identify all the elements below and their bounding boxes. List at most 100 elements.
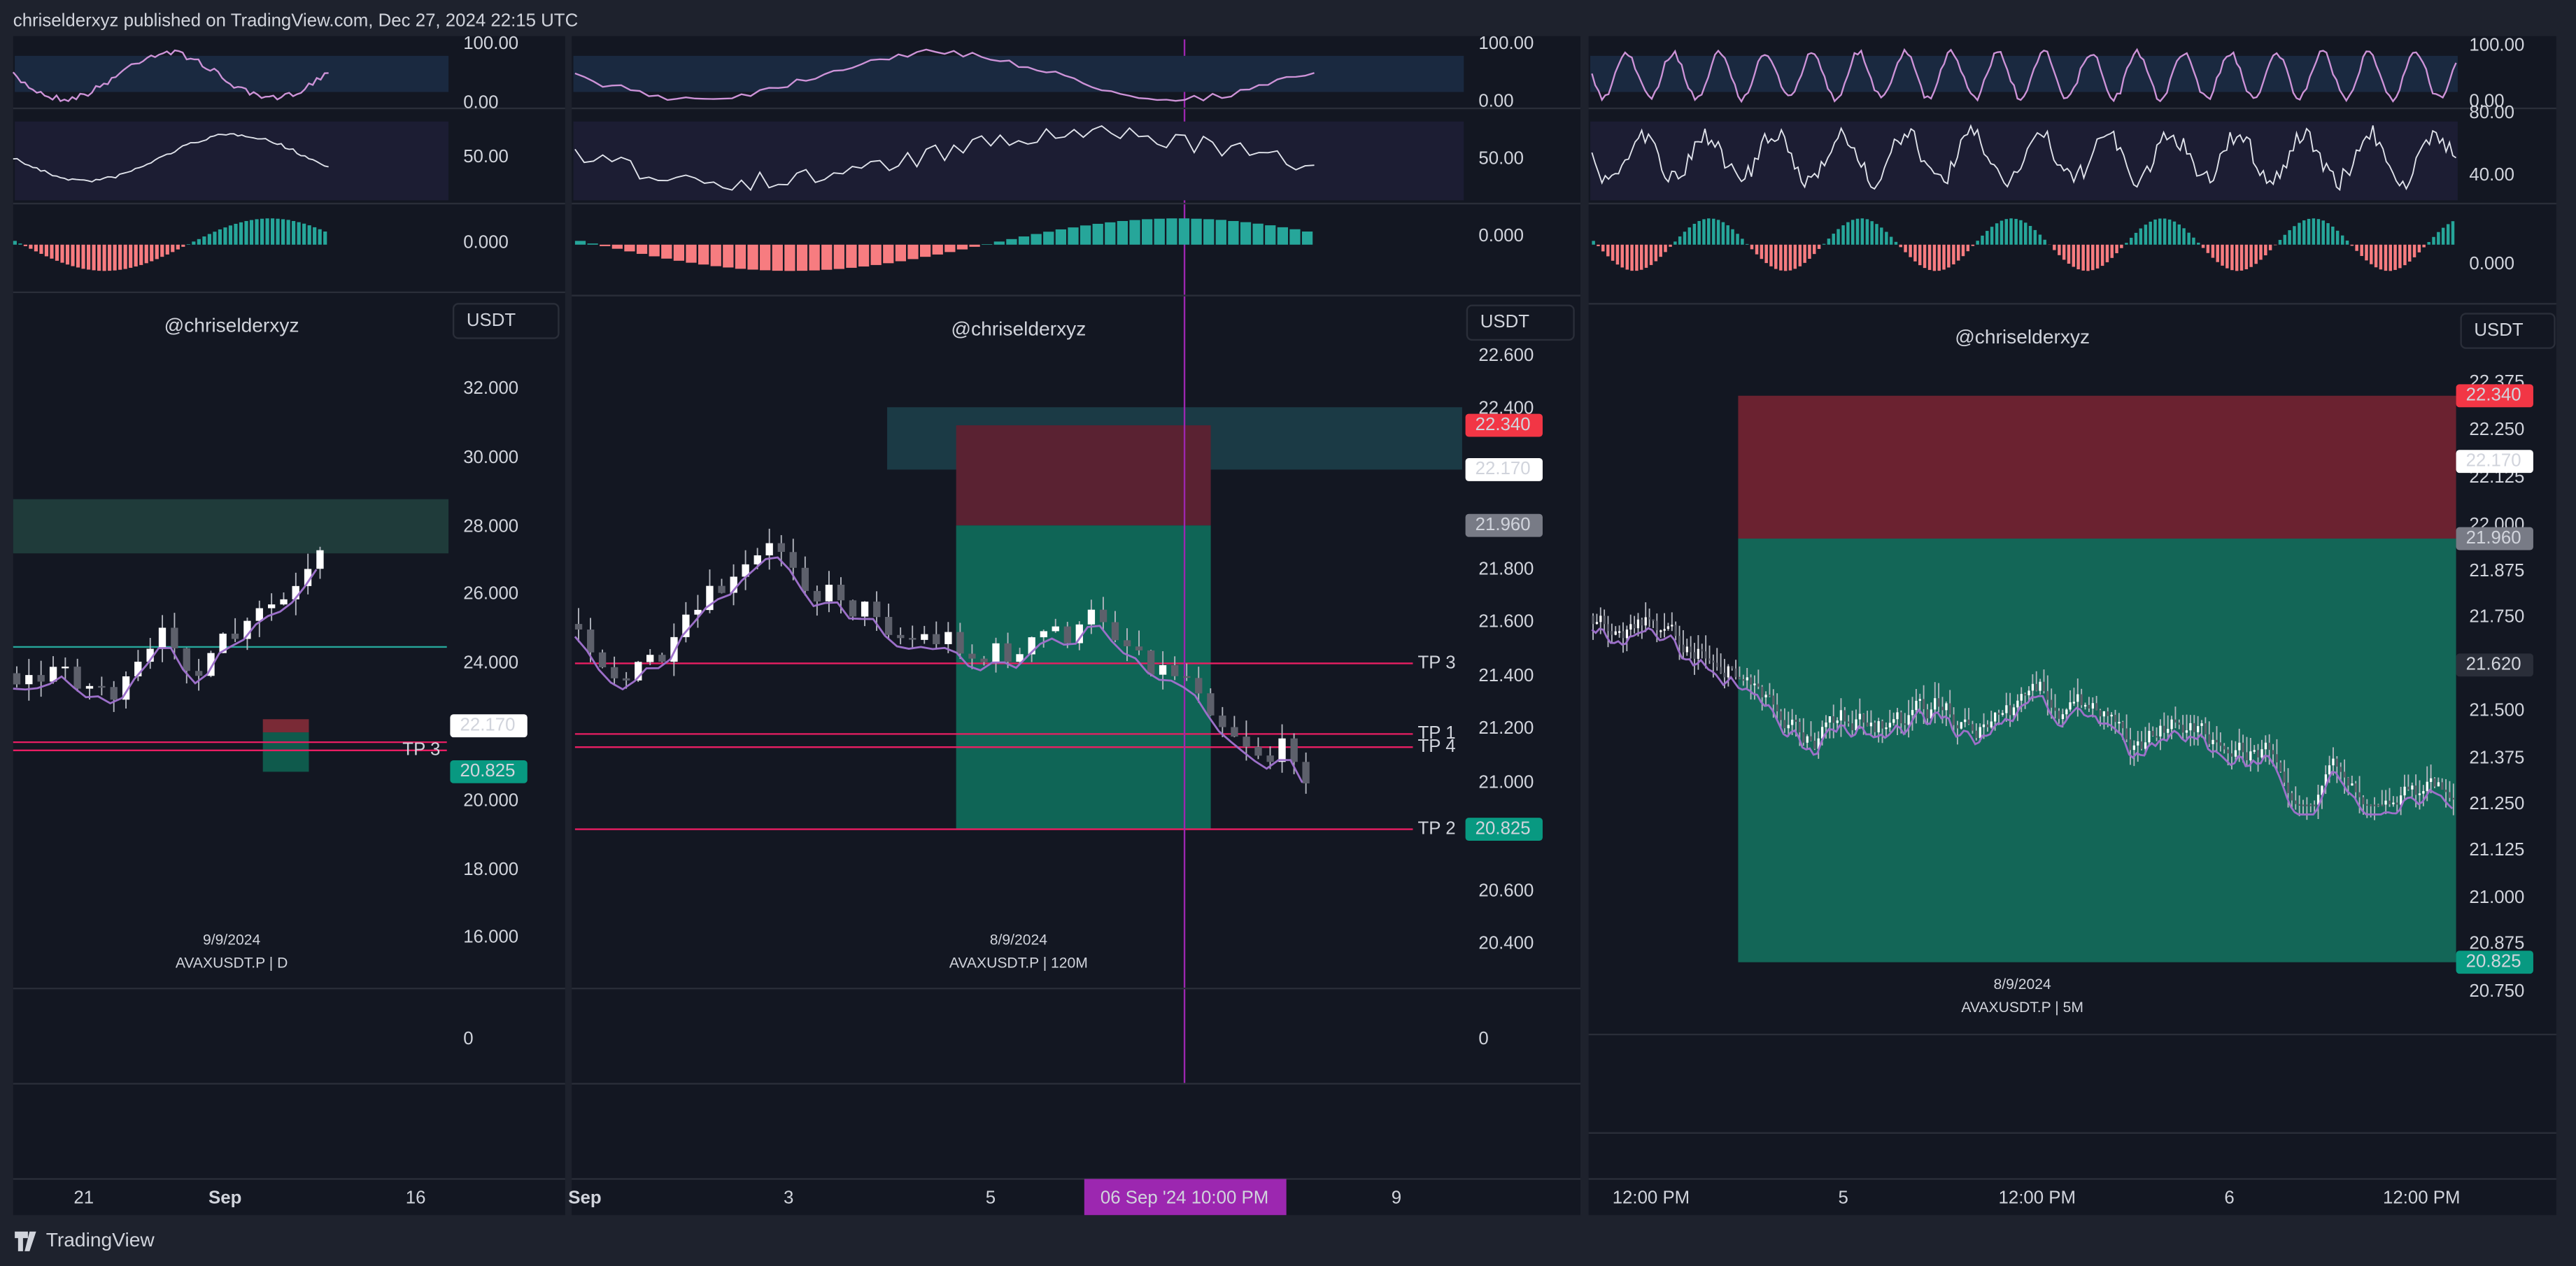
histogram-bar [2427,242,2430,245]
candle-body [2373,804,2376,806]
price-tick-label: 21.875 [2469,561,2524,581]
histogram-bar [1736,234,1739,245]
osc-band [15,121,449,201]
crosshair-time: 06 Sep '24 10:00 PM [1101,1188,1268,1208]
histogram-bar [13,241,17,245]
candle-body [2125,728,2128,740]
candle-body [25,675,33,685]
candle-body [1618,631,1621,633]
candle-body [1666,626,1670,630]
histogram-bar [1080,225,1091,245]
histogram-bar [255,219,259,245]
symbol-label: AVAXUSDT.P | 120M [949,955,1088,972]
candle-body [1862,713,1865,723]
candle-body [611,667,618,678]
moving-average [13,569,318,705]
price-label-box [2456,450,2533,474]
candle-body [2053,707,2057,711]
price-label: 20.825 [1475,818,1531,838]
candle-body [158,627,167,649]
histogram-bar [129,244,133,268]
time-tick-label: 3 [784,1188,793,1208]
candle-body [2418,793,2421,795]
candle-body [171,627,178,648]
candle-body [1231,727,1238,737]
histogram-bar [1976,241,1979,245]
candle-body [1934,698,1937,710]
stoch-line [12,49,329,103]
candle-body [2358,792,2361,797]
candle-body [2215,739,2218,743]
candle-body [183,648,190,671]
price-tick-label: 21.500 [2469,700,2524,720]
histogram-bar [2350,244,2354,246]
candle-body [2099,710,2102,717]
candle-body [670,636,678,662]
candle-body [1877,721,1880,733]
histogram-bar [34,244,38,252]
candle-body [2001,713,2004,715]
candle-body [1099,609,1107,623]
histogram-bar [2259,244,2263,260]
candle-body [2403,786,2406,796]
candle-body [2102,711,2106,717]
histogram-bar [932,244,943,255]
candle-body [801,567,809,591]
candle-body [789,552,797,568]
candle-body [1629,624,1632,630]
candle-body [2159,725,2162,737]
candle-body [1690,646,1692,653]
candle-body [1753,683,1756,685]
histogram-bar [846,244,857,268]
histogram-bar [1952,244,1955,264]
candle-body [622,678,630,681]
candle-body [2163,725,2165,733]
osc-tick-label: 50.00 [463,147,509,166]
candle-body [2039,681,2041,691]
candle-body [1723,672,1726,678]
histogram-bar [55,244,59,261]
candle-body [1825,722,1827,727]
histogram-bar [29,244,33,249]
candle-body [1738,676,1741,679]
osc-band [573,55,1464,92]
histogram-bar [2086,244,2090,271]
candle-body [1967,719,1970,725]
candle-body [2170,719,2173,730]
price-label: 21.620 [2466,655,2521,674]
histogram-bar [1635,244,1639,271]
osc-tick-label: 80.00 [2469,103,2514,122]
candle-body [2343,771,2346,778]
candle-body [1779,711,1783,720]
histogram-bar [2403,244,2407,266]
histogram-bar [1827,239,1831,245]
histogram-bar [207,234,211,245]
candle-body [2069,702,2072,710]
candle-body [956,632,964,654]
histogram-bar [2384,244,2388,271]
histogram-bar [2115,244,2118,253]
histogram-bar [302,223,306,245]
histogram-bar [1745,243,1749,245]
candle-body [2088,704,2090,709]
candle-body [1678,636,1681,645]
histogram-bar [1265,225,1276,245]
candle-body [2178,722,2181,725]
histogram-bar [2230,244,2234,271]
candle-body [110,687,118,700]
candle-body [231,633,239,639]
position-box [262,719,309,733]
histogram-bar [1894,241,1898,245]
histogram-bar [1692,223,1697,245]
candle-body [1016,654,1024,662]
candle-body [2148,730,2151,743]
histogram-bar [2389,244,2392,271]
histogram-bar [1068,227,1079,245]
price-tick-label: 21.400 [1478,666,1534,685]
time-tick-label: 9 [1392,1188,1401,1208]
histogram-bar [1702,219,1706,245]
histogram-bar [1913,244,1917,262]
currency: USDT [467,311,516,330]
candle-body [861,602,869,617]
logo-mark [15,1231,36,1251]
